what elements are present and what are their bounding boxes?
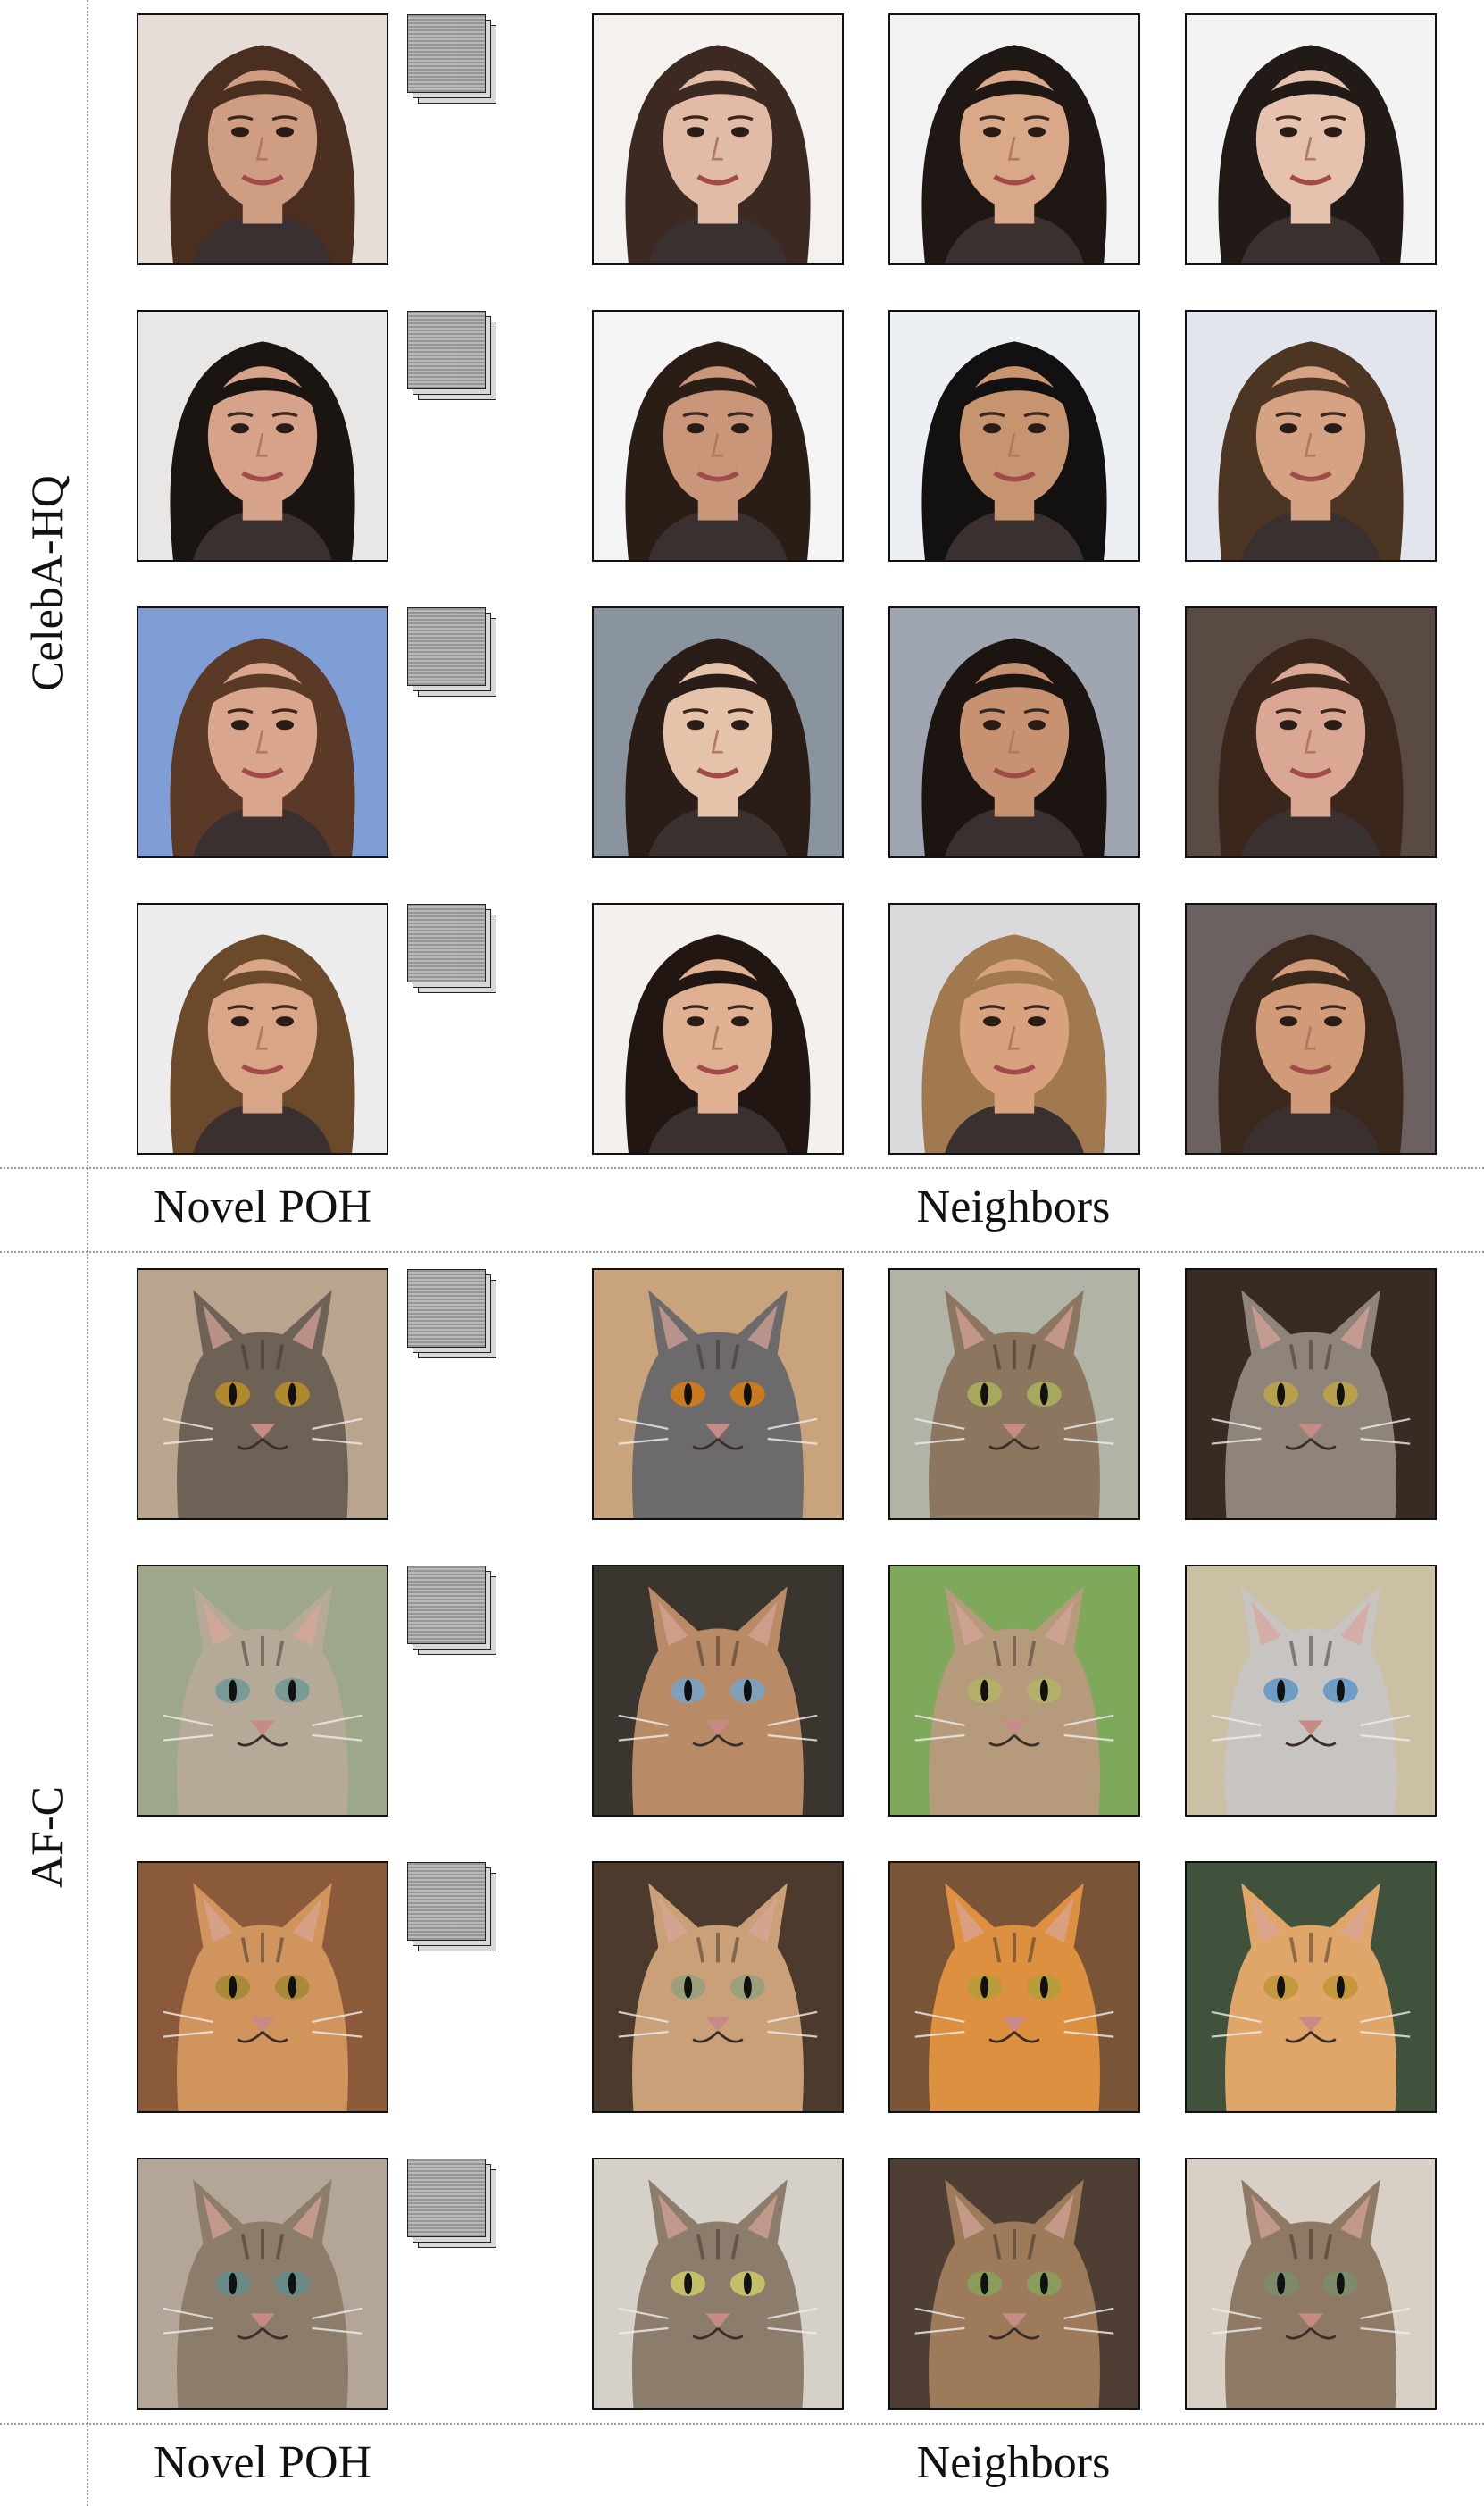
poh-stack-icon xyxy=(407,14,496,104)
cat-neighbor-image xyxy=(1185,2158,1437,2410)
cat-neighbor-image xyxy=(1185,1861,1437,2113)
face-neighbor-image xyxy=(1185,606,1437,858)
cat-neighbor-image xyxy=(592,1565,844,1817)
face-neighbor-image xyxy=(888,903,1140,1155)
face-neighbor-image xyxy=(1185,13,1437,265)
poh-sheet xyxy=(407,311,486,389)
cat-novel-sample-image xyxy=(137,1861,388,2113)
cat-novel-sample-image xyxy=(137,2158,388,2410)
cat-neighbor-image xyxy=(1185,1565,1437,1817)
face-novel-sample-image xyxy=(137,310,388,562)
poh-sheet xyxy=(407,1269,486,1348)
cat-neighbor-image xyxy=(888,2158,1140,2410)
face-novel-sample-image xyxy=(137,903,388,1155)
cat-novel-sample-image xyxy=(137,1268,388,1520)
poh-stack-icon xyxy=(407,1862,496,1951)
section-label-celebahq: CelebA-HQ xyxy=(21,475,71,691)
caption-novel-poh: Novel POH xyxy=(153,2437,372,2488)
poh-stack-icon xyxy=(407,1269,496,1358)
cat-neighbor-image xyxy=(592,2158,844,2410)
face-novel-sample-image xyxy=(137,606,388,858)
poh-stack-icon xyxy=(407,2159,496,2248)
divider-left-column xyxy=(87,0,88,2506)
cat-neighbor-image xyxy=(592,1861,844,2113)
cat-neighbor-image xyxy=(888,1268,1140,1520)
poh-sheet xyxy=(407,904,486,982)
cat-neighbor-image xyxy=(888,1861,1140,2113)
divider-caption-bottom-1 xyxy=(0,1251,1484,1253)
poh-sheet xyxy=(407,1862,486,1941)
caption-novel-poh: Novel POH xyxy=(153,1182,372,1232)
face-neighbor-image xyxy=(888,606,1140,858)
face-neighbor-image xyxy=(888,13,1140,265)
cat-neighbor-image xyxy=(1185,1268,1437,1520)
section-label-afc: AF-C xyxy=(21,1786,71,1888)
poh-stack-icon xyxy=(407,311,496,400)
poh-stack-icon xyxy=(407,904,496,993)
cat-neighbor-image xyxy=(592,1268,844,1520)
divider-caption-top-2 xyxy=(0,2423,1484,2425)
poh-sheet xyxy=(407,2159,486,2237)
poh-sheet xyxy=(407,607,486,686)
face-neighbor-image xyxy=(592,310,844,562)
caption-neighbors: Neighbors xyxy=(916,1182,1111,1232)
face-neighbor-image xyxy=(592,903,844,1155)
poh-stack-icon xyxy=(407,607,496,697)
poh-stack-icon xyxy=(407,1566,496,1655)
face-novel-sample-image xyxy=(137,13,388,265)
face-neighbor-image xyxy=(592,606,844,858)
cat-neighbor-image xyxy=(888,1565,1140,1817)
poh-sheet xyxy=(407,1566,486,1644)
caption-neighbors: Neighbors xyxy=(916,2437,1111,2488)
cat-novel-sample-image xyxy=(137,1565,388,1817)
face-neighbor-image xyxy=(1185,310,1437,562)
face-neighbor-image xyxy=(1185,903,1437,1155)
face-neighbor-image xyxy=(592,13,844,265)
face-neighbor-image xyxy=(888,310,1140,562)
poh-sheet xyxy=(407,14,486,93)
divider-caption-top-1 xyxy=(0,1167,1484,1169)
